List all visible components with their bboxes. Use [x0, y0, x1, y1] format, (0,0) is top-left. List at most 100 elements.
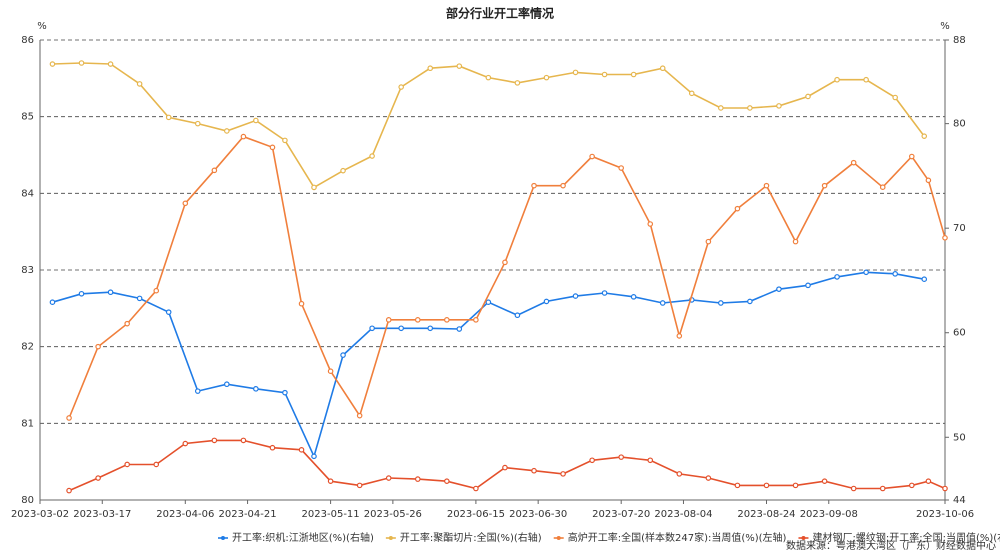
point — [444, 478, 450, 484]
point — [879, 485, 886, 492]
point — [369, 153, 375, 159]
point — [311, 453, 317, 460]
point — [502, 464, 508, 471]
legend-label: 建材钢厂:螺纹钢:开工率:全国:当周值(%)(右轴) — [812, 531, 1000, 544]
point — [792, 238, 799, 245]
point — [385, 475, 392, 481]
point — [514, 312, 521, 319]
point — [456, 326, 463, 332]
point — [921, 276, 928, 283]
point — [734, 482, 741, 489]
point — [589, 153, 595, 160]
legend-label: 开工率:织机:江浙地区(%)(右轴) — [232, 531, 374, 544]
point — [734, 205, 741, 212]
point — [763, 182, 770, 189]
y2-unit: % — [940, 21, 950, 32]
point — [601, 290, 608, 296]
legend-label: 高炉开工率:全国(样本数247家):当周值(%)(左轴) — [568, 531, 787, 544]
point — [153, 461, 160, 468]
y-tick-label: 85 — [21, 112, 34, 123]
point — [805, 93, 811, 100]
point — [427, 65, 434, 72]
point — [805, 282, 811, 289]
point — [356, 412, 363, 419]
point — [327, 368, 334, 375]
point — [66, 415, 72, 421]
point — [572, 293, 579, 299]
point — [253, 386, 259, 392]
point — [485, 74, 492, 81]
point — [340, 352, 346, 358]
point — [49, 61, 56, 67]
point — [630, 71, 637, 78]
point — [942, 235, 948, 241]
y-tick-label: 80 — [21, 495, 34, 506]
point — [165, 309, 172, 315]
point — [385, 317, 392, 323]
point — [269, 144, 276, 151]
x-tick-label: 2023-03-02 — [11, 509, 69, 520]
point — [589, 457, 595, 464]
point — [414, 317, 421, 323]
point — [253, 117, 259, 124]
point — [925, 478, 932, 484]
point — [647, 221, 654, 227]
point — [676, 471, 683, 477]
y2-tick-label: 88 — [953, 35, 966, 46]
point — [182, 200, 189, 207]
y-tick-label: 86 — [21, 35, 34, 46]
series-line — [68, 135, 946, 419]
x-tick-label: 2023-10-06 — [916, 509, 974, 520]
point — [792, 482, 799, 489]
point — [124, 320, 130, 327]
point — [95, 475, 101, 481]
point — [282, 389, 288, 396]
point — [369, 325, 375, 332]
point — [473, 485, 479, 492]
point — [311, 184, 317, 191]
point — [298, 447, 305, 453]
point — [560, 471, 566, 477]
point — [398, 84, 404, 90]
point — [240, 437, 247, 444]
point — [427, 325, 434, 332]
point — [136, 295, 143, 302]
point — [327, 478, 334, 484]
point — [107, 289, 114, 296]
y-tick-label: 84 — [21, 188, 34, 199]
point — [165, 114, 172, 121]
point — [414, 476, 421, 482]
y2-tick-label: 44 — [953, 495, 966, 506]
point — [688, 90, 695, 97]
point — [298, 300, 305, 307]
legend-marker — [221, 536, 225, 540]
series-line — [68, 439, 946, 492]
x-tick-label: 2023-05-26 — [364, 509, 422, 520]
point — [821, 182, 828, 189]
point — [240, 133, 247, 140]
point — [892, 94, 898, 101]
point — [543, 298, 550, 305]
legend: 开工率:织机:江浙地区(%)(右轴) 开工率:聚酯切片:全国(%)(右轴) 高炉开工… — [218, 531, 1000, 544]
point — [892, 271, 898, 277]
point — [821, 478, 828, 484]
point — [718, 105, 724, 111]
point — [211, 437, 218, 444]
point — [863, 269, 869, 276]
point — [630, 294, 637, 300]
y2-tick-label: 70 — [953, 223, 966, 234]
point — [572, 69, 579, 76]
point — [398, 325, 404, 332]
point — [560, 182, 566, 189]
point — [340, 167, 346, 174]
point — [194, 120, 201, 127]
point — [879, 184, 886, 191]
point — [747, 105, 753, 111]
point — [601, 71, 608, 78]
y-tick-label: 81 — [21, 418, 34, 429]
point — [356, 482, 363, 489]
point — [659, 65, 666, 72]
y2-tick-label: 50 — [953, 432, 966, 443]
point — [763, 482, 770, 489]
